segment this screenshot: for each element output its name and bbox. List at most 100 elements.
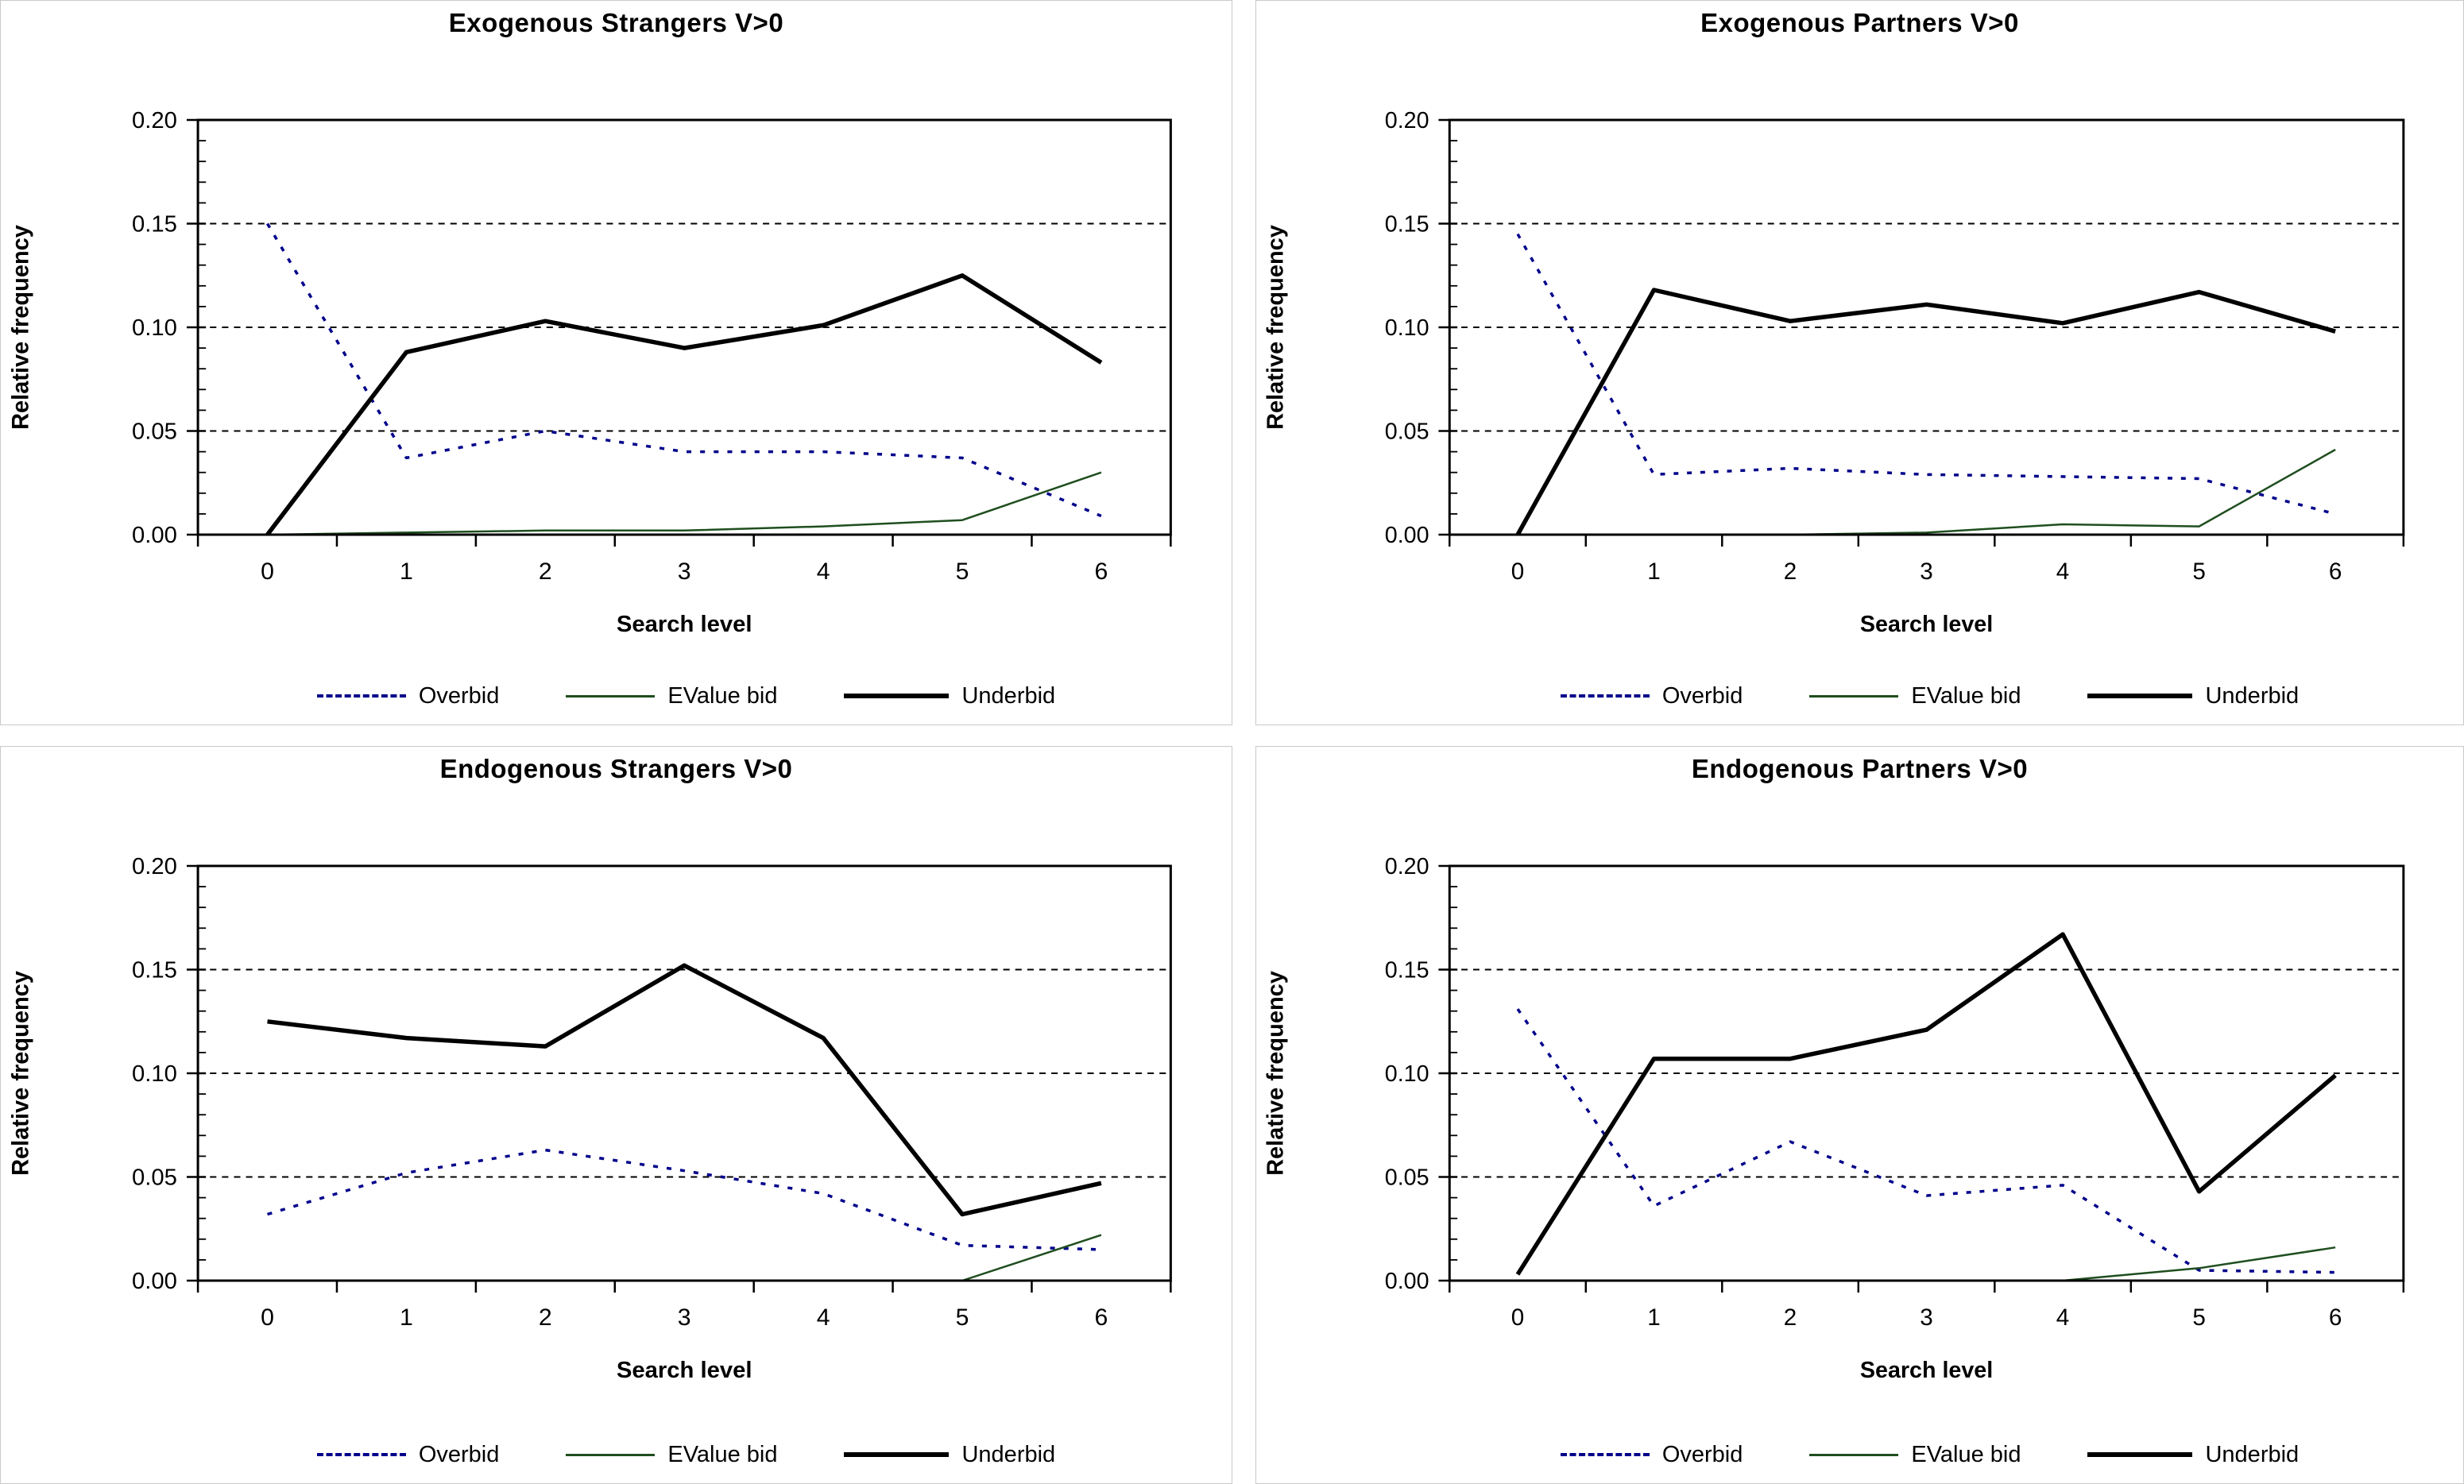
x-tick-label: 0 <box>1511 558 1525 585</box>
chart-title: Endogenous Strangers V>0 <box>439 754 793 783</box>
x-tick-label: 3 <box>1920 1304 1933 1331</box>
x-axis-title: Search level <box>1860 1358 1993 1383</box>
x-tick-label: 5 <box>2192 1304 2206 1331</box>
overbid-line-swatch <box>1560 694 1650 698</box>
y-tick-label: 0.15 <box>132 958 177 984</box>
legend-item-evalue: EValue bid <box>1809 680 2021 712</box>
y-tick-label: 0.10 <box>132 315 177 341</box>
legend: Overbid EValue bid Underbid <box>71 680 1232 715</box>
series-line-evalue <box>267 471 1102 536</box>
series-line-underbid <box>265 273 1103 536</box>
legend-item-evalue: EValue bid <box>566 680 777 712</box>
x-tick-label: 3 <box>678 558 691 585</box>
overbid-line-swatch <box>316 694 406 698</box>
x-tick-label: 0 <box>261 1304 274 1331</box>
y-tick-label: 0.10 <box>1385 315 1429 341</box>
x-tick-label: 3 <box>678 1304 691 1331</box>
x-tick-label: 5 <box>956 1304 969 1331</box>
legend: Overbid EValue bid Underbid <box>1326 680 2463 715</box>
y-tick-label: 0.20 <box>132 854 177 879</box>
y-tick-label: 0.20 <box>1385 854 1429 879</box>
x-tick-label: 6 <box>2329 558 2342 585</box>
legend-label-evalue: EValue bid <box>667 1442 778 1467</box>
x-tick-label: 6 <box>1094 1304 1108 1331</box>
x-tick-label: 6 <box>1094 558 1108 585</box>
y-tick-label: 0.00 <box>1385 1269 1429 1294</box>
legend-label-overbid: Overbid <box>418 1442 500 1467</box>
legend-item-overbid: Overbid <box>316 1439 500 1470</box>
legend-label-overbid: Overbid <box>1661 683 1743 709</box>
chart-canvas-endogenous-partners: 0.00 0.05 0.10 0.15 0.20 0 1 2 3 4 5 6 Relative freq… <box>1263 854 2405 1383</box>
legend-item-evalue: EValue bid <box>1809 1439 2021 1470</box>
series-line-underbid <box>267 963 1102 1217</box>
y-tick-label: 0.05 <box>132 1165 177 1191</box>
y-axis-title: Relative frequency <box>1263 971 1289 1176</box>
x-tick-label: 4 <box>2056 558 2070 585</box>
series-line-evalue <box>1518 1246 2336 1282</box>
underbid-line-swatch <box>844 694 950 698</box>
evalue-line-swatch <box>1809 1453 1899 1456</box>
legend-label-overbid: Overbid <box>1661 1442 1743 1467</box>
series-line-overbid <box>267 1148 1101 1251</box>
chart-panel-endogenous-partners: Endogenous Partners V>0 0.00 0.05 0.10 0.15… <box>1255 746 2464 1484</box>
legend-item-underbid: Underbid <box>844 680 1055 712</box>
x-tick-label: 1 <box>400 1304 413 1331</box>
x-tick-label: 3 <box>1920 558 1933 585</box>
legend-item-overbid: Overbid <box>316 680 500 712</box>
y-tick-label: 0.15 <box>1385 958 1429 984</box>
chart-title: Exogenous Partners V>0 <box>1700 8 2019 37</box>
x-tick-label: 4 <box>817 558 830 585</box>
overbid-line-swatch <box>1560 1453 1650 1456</box>
x-tick-label: 4 <box>2056 1304 2070 1331</box>
chart-canvas-exogenous-strangers: 0.00 0.05 0.10 0.15 0.20 0 1 2 3 4 5 6 Relative freq… <box>8 108 1172 637</box>
x-tick-label: 0 <box>261 558 274 585</box>
x-tick-label: 5 <box>2192 558 2206 585</box>
legend-item-underbid: Underbid <box>844 1439 1055 1470</box>
legend-label-underbid: Underbid <box>961 683 1056 709</box>
y-axis-title: Relative frequency <box>8 970 33 1176</box>
x-tick-label: 2 <box>1784 1304 1797 1331</box>
y-tick-label: 0.05 <box>1385 1165 1429 1191</box>
evalue-line-swatch <box>566 694 656 698</box>
legend-label-underbid: Underbid <box>2205 1442 2300 1467</box>
underbid-line-swatch <box>844 1452 950 1457</box>
y-tick-label: 0.15 <box>132 212 177 238</box>
x-axis-title: Search level <box>1860 612 1993 637</box>
legend-label-evalue: EValue bid <box>1911 683 2021 709</box>
series-line-overbid <box>1516 1008 2336 1274</box>
y-tick-label: 0.00 <box>132 523 177 548</box>
x-tick-label: 0 <box>1511 1304 1525 1331</box>
y-tick-label: 0.10 <box>1385 1061 1429 1087</box>
chart-panel-exogenous-strangers: Exogenous Strangers V>0 0.00 0.05 0.10 0.15… <box>0 0 1232 725</box>
series-line-underbid <box>1515 288 2336 536</box>
y-tick-label: 0.20 <box>1385 108 1429 133</box>
y-tick-label: 0.00 <box>132 1269 177 1294</box>
y-axis-title: Relative frequency <box>1263 225 1289 430</box>
y-tick-label: 0.10 <box>132 1061 177 1087</box>
underbid-line-swatch <box>2087 694 2193 698</box>
legend-label-overbid: Overbid <box>418 683 500 709</box>
chart-title: Exogenous Strangers V>0 <box>448 8 784 37</box>
chart-canvas-exogenous-partners: 0.00 0.05 0.10 0.15 0.20 0 1 2 3 4 5 6 Relative freq… <box>1263 108 2405 637</box>
y-tick-label: 0.00 <box>1385 523 1429 548</box>
x-tick-label: 4 <box>817 1304 830 1331</box>
y-tick-label: 0.15 <box>1385 212 1429 238</box>
x-tick-label: 1 <box>400 558 413 585</box>
legend-item-underbid: Underbid <box>2087 1439 2299 1470</box>
y-tick-label: 0.20 <box>132 108 177 133</box>
x-tick-label: 2 <box>539 1304 552 1331</box>
series-line-overbid <box>1516 233 2336 516</box>
legend-item-overbid: Overbid <box>1560 680 1743 712</box>
y-tick-label: 0.05 <box>1385 419 1429 445</box>
legend-label-underbid: Underbid <box>961 1442 1056 1467</box>
chart-panel-endogenous-strangers: Endogenous Strangers V>0 0.00 0.05 0.10 0.1… <box>0 746 1232 1484</box>
series-line-evalue <box>1518 448 2336 536</box>
legend-label-evalue: EValue bid <box>667 683 778 709</box>
legend: Overbid EValue bid Underbid <box>71 1439 1232 1474</box>
chart-panel-exogenous-partners: Exogenous Partners V>0 0.00 0.05 0.10 0.15 0… <box>1255 0 2464 725</box>
legend-item-evalue: EValue bid <box>566 1439 777 1470</box>
x-tick-label: 2 <box>539 558 552 585</box>
evalue-line-swatch <box>1809 694 1899 698</box>
y-tick-label: 0.05 <box>132 419 177 445</box>
